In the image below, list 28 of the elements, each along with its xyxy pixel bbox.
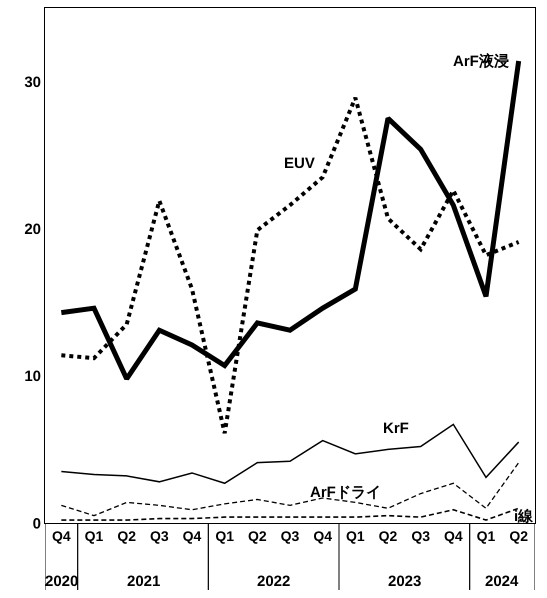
x-tick-label: Q2 [509, 528, 528, 544]
x-tick-label: Q1 [476, 528, 496, 544]
x-tick-label: Q1 [215, 528, 234, 544]
series-label: EUV [284, 155, 315, 172]
x-tick-label: Q1 [346, 528, 365, 544]
x-tick-label: Q4 [52, 528, 71, 544]
x-tick-label: Q4 [313, 528, 332, 544]
x-tick-label: Q3 [150, 528, 169, 544]
y-tick-label: 30 [24, 74, 41, 91]
series-label: KrF [383, 420, 409, 437]
x-tick-label: Q2 [248, 528, 267, 544]
text: 2022 [257, 573, 290, 590]
text: 2024 [485, 573, 520, 590]
x-tick-label: Q2 [117, 528, 136, 544]
text: 2021 [127, 573, 160, 590]
x-tick-label: Q3 [411, 528, 430, 544]
x-tick-label: Q1 [84, 528, 104, 544]
y-tick-label: 0 [32, 515, 41, 532]
x-tick-label: Q4 [182, 528, 202, 544]
series-label: i線 [514, 508, 534, 525]
text: 2023 [388, 573, 422, 590]
x-tick-label: Q4 [444, 528, 463, 544]
series-label: ArFドライ [310, 484, 381, 501]
y-tick-label: 10 [24, 368, 41, 386]
series-label: ArF液浸 [453, 52, 509, 70]
y-tick-label: 20 [24, 220, 41, 238]
x-tick-label: Q3 [280, 528, 300, 544]
x-tick-label: Q2 [378, 528, 398, 544]
